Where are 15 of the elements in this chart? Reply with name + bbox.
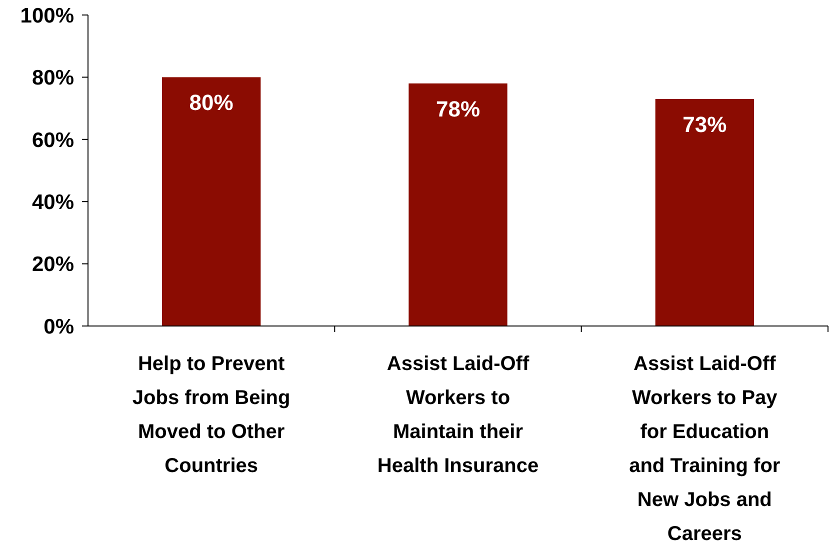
y-tick-label: 100%	[20, 4, 74, 28]
y-tick-label: 20%	[32, 253, 74, 276]
y-tick-label: 60%	[32, 128, 74, 152]
x-tick-label: Assist Laid-Off Workers to Maintain their Health Insurance	[377, 353, 539, 477]
bar	[162, 77, 261, 326]
bar	[408, 83, 508, 326]
data-label: 80%	[189, 90, 234, 116]
bar	[655, 98, 754, 326]
data-label: 73%	[682, 112, 727, 137]
y-tick-label: 80%	[32, 66, 74, 90]
y-tick-label: 40%	[32, 190, 74, 214]
x-tick-label: Assist Laid-Off Workers to Pay for Education and Training for New Jobs and Careers	[629, 353, 780, 543]
y-tick-label: 0%	[44, 315, 74, 338]
data-label: 78%	[436, 96, 480, 122]
x-tick-label: Help to Prevent Jobs from Being Moved to Other Countries	[132, 353, 290, 477]
